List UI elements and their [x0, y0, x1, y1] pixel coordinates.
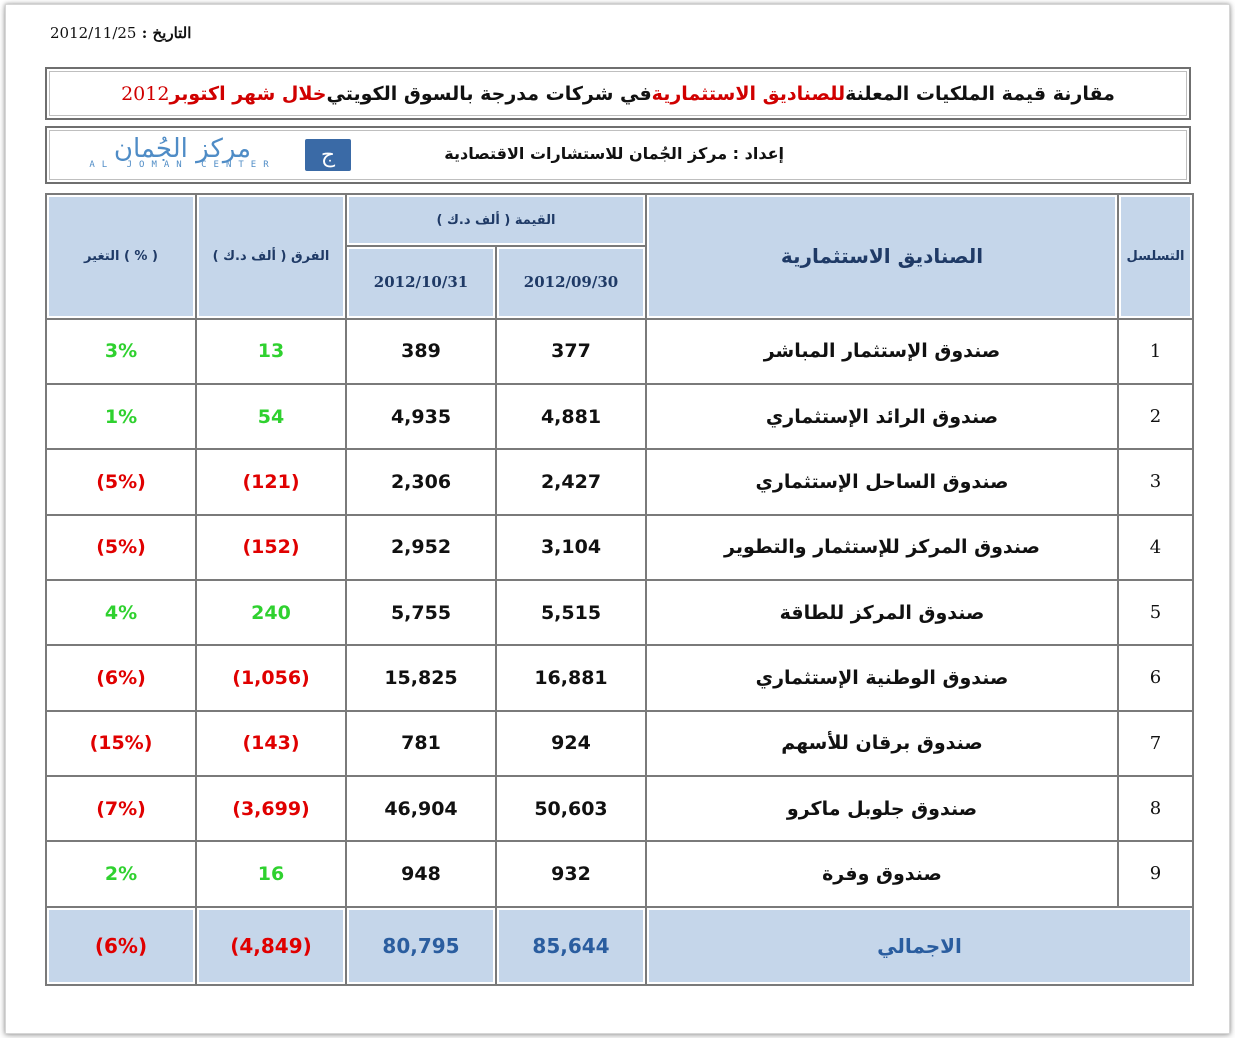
- table-body: 3% 13 389 377 صندوق الإستثمار المباشر 1 1% 54 4,…: [46, 319, 1193, 907]
- header-funds: الصناديق الاستثمارية: [646, 194, 1118, 319]
- header-date-2: 2012/10/31: [346, 246, 496, 318]
- table-row: 1% 54 4,935 4,881 صندوق الرائد الإستثماري 2: [46, 384, 1193, 449]
- row-seq: 8: [1118, 776, 1193, 841]
- title-year: 2012: [121, 83, 169, 105]
- row-diff: 16: [196, 841, 346, 906]
- row-diff: (152): [196, 515, 346, 580]
- table-row: 4% 240 5,755 5,515 صندوق المركز للطاقة 5: [46, 580, 1193, 645]
- row-value-2: 4,935: [346, 384, 496, 449]
- row-change: 1%: [46, 384, 196, 449]
- row-fund-name: صندوق الإستثمار المباشر: [646, 319, 1118, 384]
- total-change: (6%): [46, 907, 196, 985]
- row-value-1: 377: [496, 319, 646, 384]
- row-fund-name: صندوق المركز للطاقة: [646, 580, 1118, 645]
- table-total-row: (6%) (4,849) 80,795 85,644 الاجمالي: [46, 907, 1193, 985]
- row-fund-name: صندوق الوطنية الإستثماري: [646, 645, 1118, 710]
- header-seq: التسلسل: [1118, 194, 1193, 319]
- row-seq: 7: [1118, 711, 1193, 776]
- row-value-2: 46,904: [346, 776, 496, 841]
- table-row: (15%) (143) 781 924 صندوق برقان للأسهم 7: [46, 711, 1193, 776]
- row-diff: 240: [196, 580, 346, 645]
- row-diff: (143): [196, 711, 346, 776]
- total-diff: (4,849): [196, 907, 346, 985]
- header-date-1: 2012/09/30: [496, 246, 646, 318]
- total-value-2: 80,795: [346, 907, 496, 985]
- row-diff: 54: [196, 384, 346, 449]
- row-seq: 2: [1118, 384, 1193, 449]
- row-fund-name: صندوق جلوبل ماكرو: [646, 776, 1118, 841]
- title-part-3: في شركات مدرجة بالسوق الكويتي: [327, 83, 652, 105]
- header-value: القيمة ( ألف د.ك ): [346, 194, 646, 246]
- row-fund-name: صندوق وفرة: [646, 841, 1118, 906]
- table-row: (5%) (152) 2,952 3,104 صندوق المركز للإستثما…: [46, 515, 1193, 580]
- row-diff: (3,699): [196, 776, 346, 841]
- row-diff: (121): [196, 449, 346, 514]
- funds-table: التغير ( % ) الفرق ( ألف د.ك ) القيمة ( …: [45, 193, 1194, 986]
- row-change: (5%): [46, 449, 196, 514]
- title-part-4: خلال شهر اكتوبر: [169, 83, 326, 105]
- table-row: (5%) (121) 2,306 2,427 صندوق الساحل الإستثما…: [46, 449, 1193, 514]
- row-diff: 13: [196, 319, 346, 384]
- row-value-2: 389: [346, 319, 496, 384]
- row-seq: 3: [1118, 449, 1193, 514]
- row-value-1: 50,603: [496, 776, 646, 841]
- report-title: مقارنة قيمة الملكيات المعلنة للصناديق ال…: [45, 67, 1191, 120]
- prepared-by-box: مركز الجُمان AL JOMAN CENTER ج إعداد : م…: [45, 126, 1191, 184]
- date-label: التاريخ :: [142, 24, 192, 42]
- row-seq: 9: [1118, 841, 1193, 906]
- row-change: (7%): [46, 776, 196, 841]
- row-value-2: 5,755: [346, 580, 496, 645]
- row-value-1: 2,427: [496, 449, 646, 514]
- title-part-1: مقارنة قيمة الملكيات المعلنة: [845, 83, 1115, 105]
- row-fund-name: صندوق المركز للإستثمار والتطوير: [646, 515, 1118, 580]
- row-value-2: 2,306: [346, 449, 496, 514]
- prepared-by-text: إعداد : مركز الجُمان للاستشارات الاقتصاد…: [444, 144, 784, 163]
- row-change: 3%: [46, 319, 196, 384]
- table-row: 2% 16 948 932 صندوق وفرة 9: [46, 841, 1193, 906]
- row-seq: 1: [1118, 319, 1193, 384]
- row-value-1: 5,515: [496, 580, 646, 645]
- header-change: التغير ( % ): [46, 194, 196, 319]
- row-value-2: 2,952: [346, 515, 496, 580]
- al-joman-logo: مركز الجُمان AL JOMAN CENTER ج: [65, 136, 355, 174]
- row-value-1: 16,881: [496, 645, 646, 710]
- total-value-1: 85,644: [496, 907, 646, 985]
- row-value-2: 15,825: [346, 645, 496, 710]
- table-row: (6%) (1,056) 15,825 16,881 صندوق الوطنية الإ…: [46, 645, 1193, 710]
- row-change: 2%: [46, 841, 196, 906]
- row-value-2: 781: [346, 711, 496, 776]
- row-change: (15%): [46, 711, 196, 776]
- table-header-row-1: التغير ( % ) الفرق ( ألف د.ك ) القيمة ( …: [46, 194, 1193, 246]
- row-value-2: 948: [346, 841, 496, 906]
- table-row: (7%) (3,699) 46,904 50,603 صندوق جلوبل ماكرو…: [46, 776, 1193, 841]
- row-fund-name: صندوق برقان للأسهم: [646, 711, 1118, 776]
- logo-mark-icon: ج: [305, 139, 351, 171]
- row-fund-name: صندوق الساحل الإستثماري: [646, 449, 1118, 514]
- logo-english-text: AL JOMAN CENTER: [65, 160, 300, 170]
- row-value-1: 4,881: [496, 384, 646, 449]
- row-value-1: 932: [496, 841, 646, 906]
- total-label: الاجمالي: [646, 907, 1193, 985]
- title-part-2: للصناديق الاستثمارية: [652, 83, 845, 105]
- date-value: 2012/11/25: [50, 24, 136, 42]
- row-change: (6%): [46, 645, 196, 710]
- header-diff: الفرق ( ألف د.ك ): [196, 194, 346, 319]
- table-row: 3% 13 389 377 صندوق الإستثمار المباشر 1: [46, 319, 1193, 384]
- row-value-1: 3,104: [496, 515, 646, 580]
- row-fund-name: صندوق الرائد الإستثماري: [646, 384, 1118, 449]
- row-change: 4%: [46, 580, 196, 645]
- row-diff: (1,056): [196, 645, 346, 710]
- row-seq: 5: [1118, 580, 1193, 645]
- report-date: التاريخ : 2012/11/25: [50, 24, 191, 42]
- row-value-1: 924: [496, 711, 646, 776]
- row-seq: 6: [1118, 645, 1193, 710]
- row-seq: 4: [1118, 515, 1193, 580]
- row-change: (5%): [46, 515, 196, 580]
